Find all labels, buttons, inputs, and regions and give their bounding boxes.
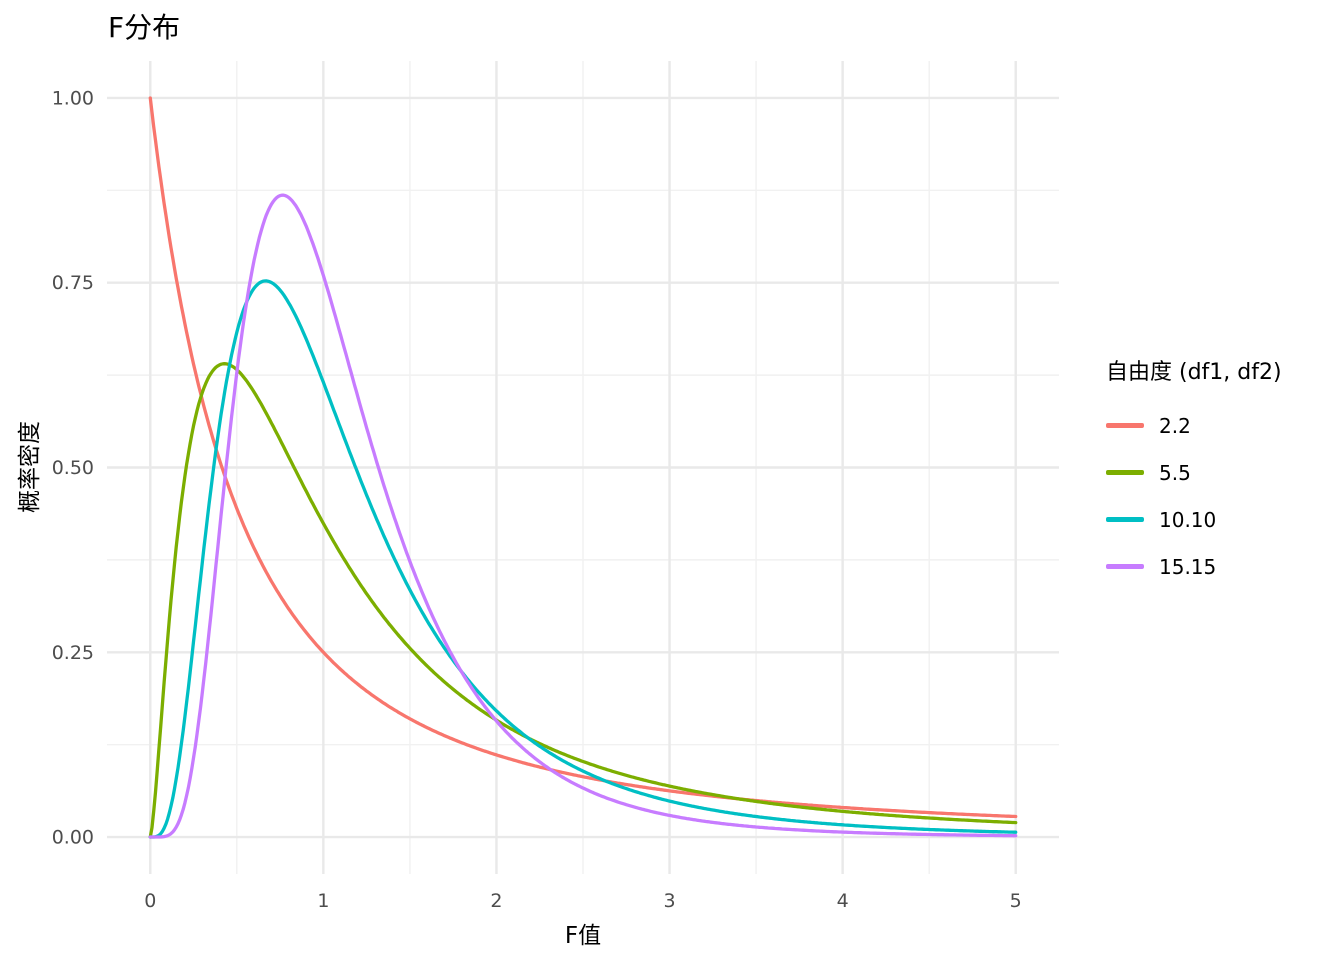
curve-df-10-10: [148, 279, 1018, 839]
x-axis-title: F值: [564, 923, 602, 949]
legend: 自由度 (df1, df2) 2.2 5.5 10.10 15.15: [1106, 354, 1338, 590]
y-tick-label: 1.00: [52, 87, 94, 109]
curve-df-5-5: [148, 362, 1018, 839]
chart-title: F分布: [108, 11, 181, 44]
y-tick-label: 0.75: [52, 272, 94, 294]
legend-title: 自由度 (df1, df2): [1106, 360, 1282, 385]
legend-line-swatch: [1106, 517, 1144, 522]
x-tick-label: 2: [490, 890, 502, 912]
y-tick-label: 0.25: [52, 642, 94, 664]
legend-label: 2.2: [1159, 413, 1191, 438]
x-tick-label: 5: [1010, 890, 1022, 912]
y-tick-label: 0.50: [52, 457, 94, 479]
y-axis-title: 概率密度: [17, 421, 43, 513]
legend-item-df-5-5: 5.5: [1106, 449, 1338, 496]
legend-line-swatch: [1106, 470, 1144, 475]
legend-label: 5.5: [1159, 460, 1191, 485]
legend-line-swatch: [1106, 564, 1144, 569]
legend-label: 10.10: [1159, 507, 1217, 532]
curve-df-2-2: [148, 96, 1018, 819]
legend-item-df-10-10: 10.10: [1106, 496, 1338, 543]
x-tick-label: 4: [837, 890, 849, 912]
legend-label: 15.15: [1159, 554, 1217, 579]
legend-item-df-2-2: 2.2: [1106, 402, 1338, 449]
legend-line-swatch: [1106, 423, 1144, 428]
curve-df-15-15: [148, 193, 1018, 839]
x-tick-label: 1: [317, 890, 329, 912]
x-tick-label: 3: [663, 890, 675, 912]
x-tick-label: 0: [144, 890, 156, 912]
legend-item-df-15-15: 15.15: [1106, 543, 1338, 590]
y-tick-label: 0.00: [52, 827, 94, 849]
